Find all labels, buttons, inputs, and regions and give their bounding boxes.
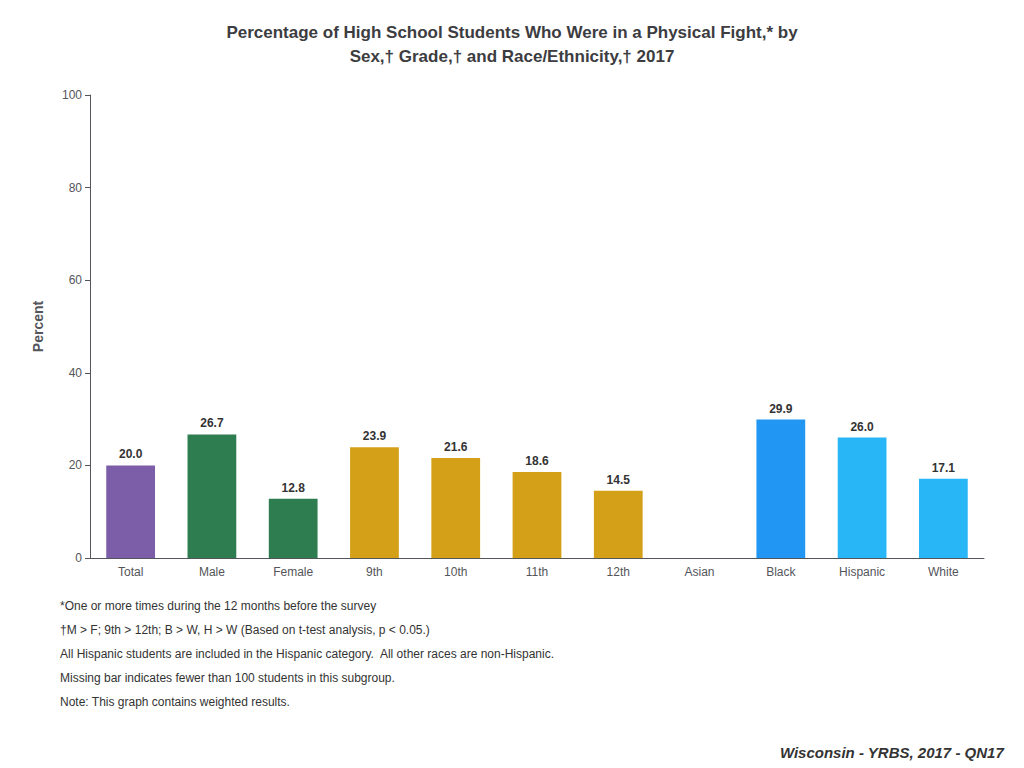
svg-text:26.7: 26.7 xyxy=(200,416,224,430)
svg-text:Sex,† Grade,† and Race/Ethnici: Sex,† Grade,† and Race/Ethnicity,† 2017 xyxy=(350,47,675,66)
svg-text:80: 80 xyxy=(69,181,83,195)
svg-text:Wisconsin - YRBS, 2017 - QN17: Wisconsin - YRBS, 2017 - QN17 xyxy=(780,744,1004,761)
svg-text:60: 60 xyxy=(69,273,83,287)
svg-text:Percent: Percent xyxy=(30,300,46,352)
svg-text:10th: 10th xyxy=(444,565,467,579)
svg-text:29.9: 29.9 xyxy=(769,402,793,416)
svg-text:Percentage of High School Stud: Percentage of High School Students Who W… xyxy=(226,23,798,42)
svg-text:Black: Black xyxy=(766,565,796,579)
svg-text:23.9: 23.9 xyxy=(363,429,387,443)
svg-text:Note: This graph contains weig: Note: This graph contains weighted resul… xyxy=(60,695,290,709)
svg-text:12.8: 12.8 xyxy=(282,481,306,495)
svg-text:21.6: 21.6 xyxy=(444,440,468,454)
svg-text:18.6: 18.6 xyxy=(525,454,549,468)
svg-text:17.1: 17.1 xyxy=(932,461,956,475)
svg-text:Male: Male xyxy=(199,565,225,579)
svg-text:0: 0 xyxy=(75,551,82,565)
svg-text:*One or more times during the: *One or more times during the 12 months … xyxy=(60,599,376,613)
svg-text:White: White xyxy=(928,565,959,579)
svg-text:20: 20 xyxy=(69,458,83,472)
svg-text:20.0: 20.0 xyxy=(119,447,143,461)
svg-text:Asian: Asian xyxy=(685,565,715,579)
svg-text:26.0: 26.0 xyxy=(850,420,874,434)
svg-text:All Hispanic students are incl: All Hispanic students are included in th… xyxy=(60,647,554,661)
svg-text:Female: Female xyxy=(273,565,313,579)
svg-text:12th: 12th xyxy=(607,565,630,579)
svg-text:9th: 9th xyxy=(366,565,383,579)
svg-text:100: 100 xyxy=(62,88,82,102)
svg-text:14.5: 14.5 xyxy=(607,473,631,487)
svg-text:Missing bar indicates fewer th: Missing bar indicates fewer than 100 stu… xyxy=(60,671,395,685)
svg-text:Total: Total xyxy=(118,565,143,579)
svg-text:40: 40 xyxy=(69,366,83,380)
svg-text:11th: 11th xyxy=(526,565,548,579)
svg-text:Hispanic: Hispanic xyxy=(839,565,885,579)
svg-text:†M > F; 9th > 12th; B > W, H >: †M > F; 9th > 12th; B > W, H > W (Based … xyxy=(60,623,430,637)
